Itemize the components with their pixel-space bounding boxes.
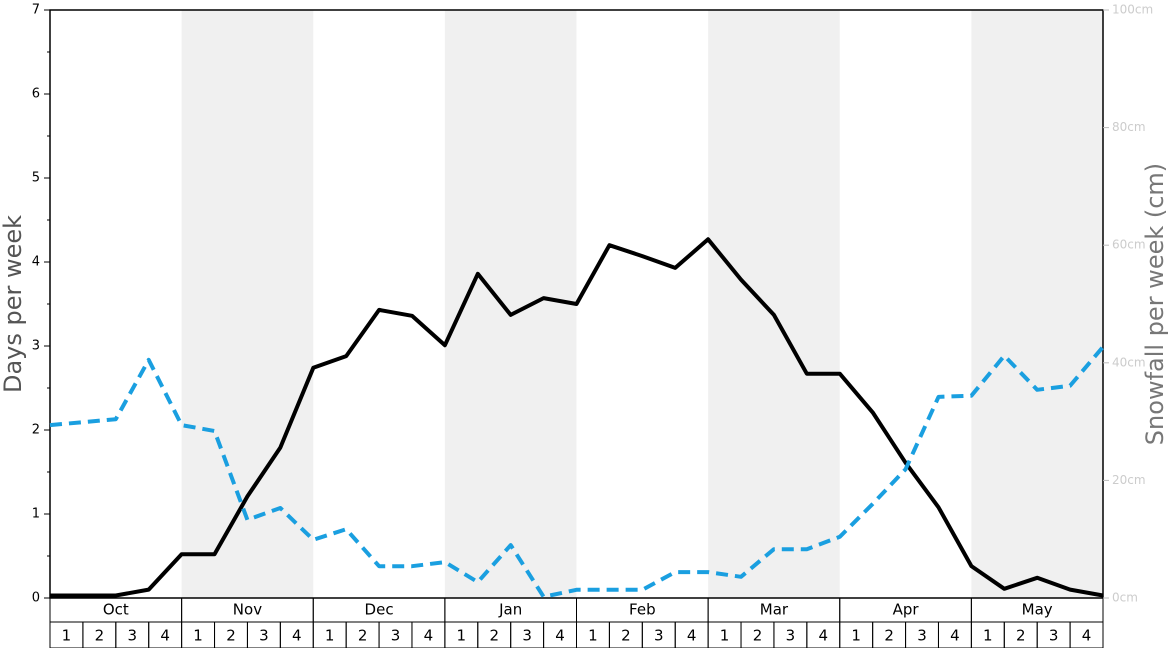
axes: Oct 1 2 3 4 Nov 1 2 3 4 Dec 1 2 3 4 Jan 1 2 3 4 Feb 1 2 3 4 Mar 1 2… (32, 3, 1153, 648)
y2-tick-label: 20cm (1112, 473, 1146, 487)
y2-tick-label: 40cm (1112, 355, 1146, 369)
month-label: Oct (103, 601, 129, 619)
week-label: 4 (687, 627, 697, 645)
month-label: Feb (629, 601, 656, 619)
week-label: 2 (226, 627, 236, 645)
y-tick-label: 3 (32, 339, 40, 354)
week-label: 1 (325, 627, 335, 645)
y-tick-label: 5 (32, 171, 40, 186)
month-band (181, 10, 314, 598)
month-label: Apr (893, 601, 920, 619)
month-label: May (1022, 601, 1053, 619)
y-tick-label: 2 (32, 423, 40, 438)
lines (49, 237, 1105, 599)
week-label: 1 (193, 627, 203, 645)
series-line (50, 237, 1104, 598)
week-label: 2 (1016, 627, 1026, 645)
week-label: 1 (983, 627, 993, 645)
week-label: 3 (391, 627, 401, 645)
week-label: 2 (753, 627, 763, 645)
week-label: 3 (917, 627, 927, 645)
week-label: 4 (950, 627, 960, 645)
y-tick-label: 1 (32, 507, 40, 522)
y-tick-label: 0 (32, 591, 40, 606)
week-label: 1 (588, 627, 598, 645)
week-label: 4 (424, 627, 434, 645)
week-label: 4 (292, 627, 302, 645)
week-label: 1 (720, 627, 730, 645)
week-label: 2 (95, 627, 105, 645)
month-band (971, 10, 1103, 598)
month-label: Nov (233, 601, 262, 619)
week-label: 2 (621, 627, 631, 645)
week-label: 4 (555, 627, 565, 645)
week-label: 3 (1049, 627, 1059, 645)
week-label: 2 (358, 627, 368, 645)
y-tick-label: 4 (32, 255, 40, 270)
week-label: 3 (654, 627, 664, 645)
y2-tick-label: 80cm (1112, 120, 1146, 134)
week-label: 3 (522, 627, 532, 645)
week-label: 3 (127, 627, 137, 645)
month-label: Dec (365, 601, 394, 619)
y-tick-label: 7 (32, 3, 40, 18)
week-label: 3 (259, 627, 269, 645)
week-label: 2 (884, 627, 894, 645)
month-bands (181, 10, 1103, 598)
week-label: 4 (1082, 627, 1092, 645)
week-label: 2 (489, 627, 499, 645)
y2-axis-label: Snowfall per week (cm) (1141, 163, 1168, 445)
month-band (708, 10, 840, 598)
y2-tick-label: 60cm (1112, 238, 1146, 252)
week-label: 4 (160, 627, 170, 645)
month-label: Jan (498, 601, 522, 619)
week-label: 1 (851, 627, 861, 645)
week-cell (1069, 621, 1104, 648)
week-label: 4 (819, 627, 829, 645)
y2-tick-label: 100cm (1112, 3, 1153, 17)
y2-tick-label: 0cm (1112, 591, 1138, 605)
series-line (49, 345, 1105, 599)
week-label: 3 (786, 627, 796, 645)
month-label: Mar (760, 601, 789, 619)
y-tick-label: 6 (32, 87, 40, 102)
week-label: 1 (62, 627, 72, 645)
y-axis-label: Days per week (0, 215, 27, 393)
month-band (444, 10, 577, 598)
week-label: 1 (457, 627, 467, 645)
